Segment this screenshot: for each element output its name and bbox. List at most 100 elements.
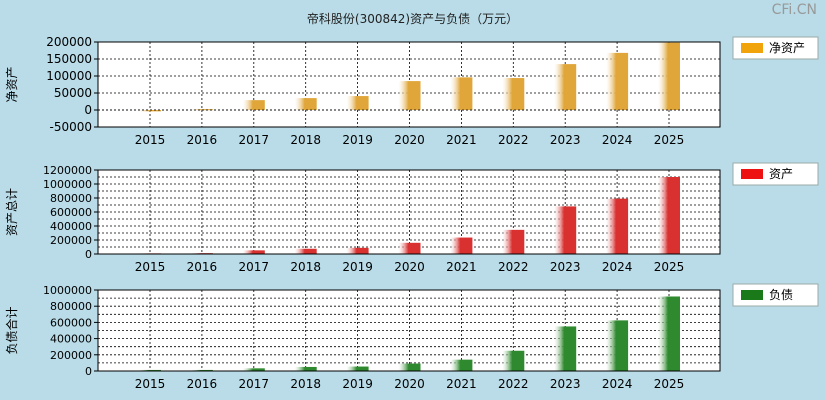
bar-2022 (502, 229, 525, 254)
legend-swatch (741, 43, 763, 53)
bar-2017 (242, 250, 265, 254)
x-tick-label: 2022 (498, 377, 529, 391)
watermark: CFi.CN (771, 2, 817, 18)
chart-title: 帝科股份(300842)资产与负债（万元） (306, 12, 519, 26)
bar-2023 (554, 326, 577, 371)
legend-label: 净资产 (769, 41, 805, 55)
bar-2024 (606, 52, 629, 110)
bar-2025 (658, 177, 680, 254)
y-tick-label: 0 (85, 248, 92, 261)
x-tick-label: 2017 (239, 377, 270, 391)
bar-2024 (606, 198, 629, 254)
y-tick-label: -50000 (49, 120, 92, 134)
legend-box (732, 36, 819, 60)
x-tick-label: 2018 (290, 260, 321, 274)
x-tick-label: 2020 (394, 377, 425, 391)
legend-box (732, 283, 819, 307)
x-tick-label: 2023 (550, 133, 581, 147)
x-tick-label: 2023 (550, 260, 581, 274)
y-tick-label: 100000 (46, 69, 92, 83)
x-tick-label: 2019 (342, 260, 373, 274)
y-tick-label: 600000 (50, 316, 92, 329)
y-tick-label: 1000000 (43, 178, 92, 191)
x-tick-label: 2025 (654, 133, 685, 147)
x-tick-label: 2024 (602, 377, 633, 391)
y-tick-label: 800000 (50, 192, 92, 205)
y-axis-label: 负债合计 (4, 306, 19, 354)
legend-label: 负债 (769, 288, 793, 302)
bar-2017 (242, 100, 265, 110)
legend-label: 资产 (769, 167, 793, 181)
y-tick-label: 200000 (46, 35, 92, 49)
bar-2021 (450, 359, 473, 371)
x-tick-label: 2015 (135, 377, 166, 391)
y-tick-label: 800000 (50, 300, 92, 313)
x-tick-label: 2024 (602, 260, 633, 274)
x-tick-label: 2015 (135, 133, 166, 147)
bar-2020 (398, 81, 421, 110)
bar-2018 (294, 98, 317, 110)
bar-2016 (190, 109, 213, 111)
x-tick-label: 2019 (342, 133, 373, 147)
bar-2025 (658, 296, 680, 371)
bar-2018 (294, 248, 317, 254)
bar-2023 (554, 64, 577, 110)
x-tick-label: 2018 (290, 133, 321, 147)
bar-2017 (242, 368, 265, 371)
bar-2018 (294, 366, 317, 371)
bar-2019 (346, 247, 369, 254)
y-tick-label: 200000 (50, 349, 92, 362)
x-tick-label: 2020 (394, 133, 425, 147)
y-tick-label: 200000 (50, 234, 92, 247)
bar-2022 (502, 78, 525, 110)
plot-frame (97, 41, 721, 128)
x-tick-label: 2016 (187, 260, 218, 274)
bar-2019 (346, 366, 369, 371)
bar-2016 (190, 369, 213, 371)
x-tick-label: 2021 (446, 260, 477, 274)
plot-frame (97, 289, 721, 372)
y-tick-label: 400000 (50, 333, 92, 346)
x-tick-label: 2025 (654, 377, 685, 391)
x-tick-label: 2017 (239, 133, 270, 147)
x-tick-label: 2015 (135, 260, 166, 274)
bar-2019 (346, 96, 369, 110)
bar-2020 (398, 363, 421, 371)
bar-2025 (658, 42, 680, 110)
legend-swatch (741, 290, 763, 300)
y-axis-label: 资产总计 (5, 188, 19, 236)
y-tick-label: 50000 (54, 86, 92, 100)
x-tick-label: 2022 (498, 133, 529, 147)
x-tick-label: 2016 (187, 377, 218, 391)
y-tick-label: 1200000 (43, 164, 92, 177)
x-tick-label: 2021 (446, 133, 477, 147)
bar-2021 (450, 237, 473, 254)
y-tick-label: 600000 (50, 206, 92, 219)
bar-2024 (606, 320, 629, 371)
y-tick-label: 400000 (50, 220, 92, 233)
bar-2020 (398, 242, 421, 254)
bar-2023 (554, 206, 577, 254)
x-tick-label: 2023 (550, 377, 581, 391)
legend-swatch (741, 169, 763, 179)
bar-2022 (502, 350, 525, 371)
y-tick-label: 0 (85, 365, 92, 378)
x-tick-label: 2017 (239, 260, 270, 274)
x-tick-label: 2021 (446, 377, 477, 391)
x-tick-label: 2018 (290, 377, 321, 391)
x-tick-label: 2019 (342, 377, 373, 391)
bar-2021 (450, 77, 473, 110)
legend-box (732, 162, 819, 186)
x-tick-label: 2024 (602, 133, 633, 147)
bar-2015 (139, 110, 161, 112)
x-tick-label: 2016 (187, 133, 218, 147)
y-tick-label: 0 (84, 103, 92, 117)
y-tick-label: 150000 (46, 52, 92, 66)
y-axis-label: 净资产 (5, 66, 19, 102)
bar-2015 (139, 369, 161, 371)
x-tick-label: 2025 (654, 260, 685, 274)
y-tick-label: 1000000 (43, 284, 92, 297)
x-tick-label: 2020 (394, 260, 425, 274)
x-tick-label: 2022 (498, 260, 529, 274)
